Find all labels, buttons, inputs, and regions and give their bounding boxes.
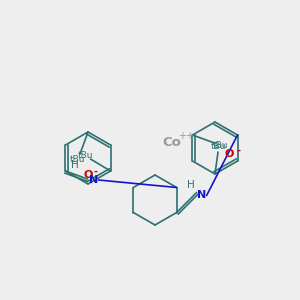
Text: H: H bbox=[187, 179, 194, 190]
Text: tBu: tBu bbox=[211, 142, 226, 151]
Text: tBu: tBu bbox=[212, 141, 228, 150]
Text: tBu: tBu bbox=[78, 152, 93, 160]
Text: H: H bbox=[70, 160, 78, 170]
Text: O: O bbox=[83, 170, 93, 180]
Text: N: N bbox=[197, 190, 206, 200]
Text: ++: ++ bbox=[178, 131, 194, 141]
Text: -: - bbox=[93, 167, 97, 177]
Text: Co: Co bbox=[163, 136, 182, 148]
Text: tBu: tBu bbox=[70, 155, 86, 164]
Text: N: N bbox=[89, 175, 98, 185]
Text: O: O bbox=[225, 149, 234, 159]
Text: -: - bbox=[236, 146, 241, 156]
